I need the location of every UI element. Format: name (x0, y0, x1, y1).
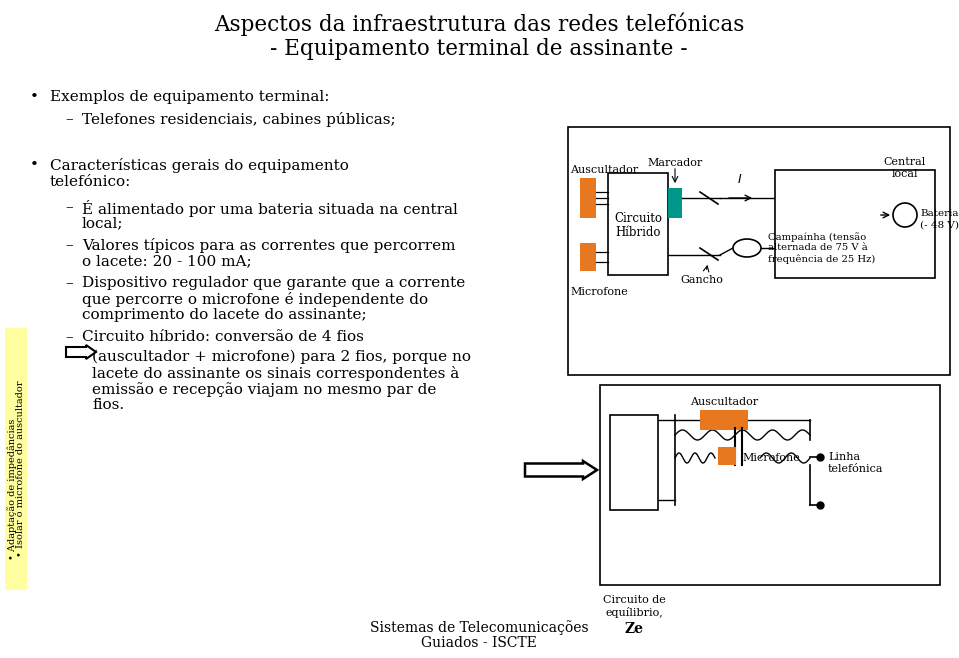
Text: •: • (30, 90, 39, 104)
Text: local;: local; (82, 216, 124, 230)
Text: frequência de 25 Hz): frequência de 25 Hz) (768, 254, 876, 263)
Text: –: – (65, 330, 73, 344)
Bar (600, 385, 940, 585)
Text: alternada de 75 V à: alternada de 75 V à (768, 243, 868, 252)
Circle shape (893, 203, 917, 227)
Text: emissão e recepção viajam no mesmo par de: emissão e recepção viajam no mesmo par d… (92, 382, 436, 397)
Text: Híbrido: Híbrido (616, 226, 661, 240)
Text: Características gerais do equipamento: Características gerais do equipamento (50, 158, 349, 173)
Text: equílibrio,: equílibrio, (605, 607, 663, 618)
Ellipse shape (733, 239, 761, 257)
Text: - Equipamento terminal de assinante -: - Equipamento terminal de assinante - (270, 38, 688, 60)
Text: Telefones residenciais, cabines públicas;: Telefones residenciais, cabines públicas… (82, 112, 396, 127)
Text: Linha: Linha (828, 452, 860, 462)
Text: Valores típicos para as correntes que percorrem: Valores típicos para as correntes que pe… (82, 238, 456, 253)
Bar (5, 328, 27, 590)
Text: que percorre o microfone é independente do: que percorre o microfone é independente … (82, 292, 428, 307)
Bar (608, 173, 668, 275)
Text: Campaínha (tensão: Campaínha (tensão (768, 232, 866, 241)
Text: o lacete: 20 - 100 mA;: o lacete: 20 - 100 mA; (82, 254, 251, 268)
Text: –: – (65, 112, 73, 126)
Bar (718, 447, 736, 465)
Text: Circuito híbrido: conversão de 4 fios: Circuito híbrido: conversão de 4 fios (82, 330, 363, 344)
Text: (auscultador + microfone) para 2 fios, porque no: (auscultador + microfone) para 2 fios, p… (92, 350, 471, 365)
Text: –: – (65, 276, 73, 290)
Bar (668, 188, 682, 218)
Text: Central: Central (884, 157, 926, 167)
FancyArrow shape (66, 345, 96, 359)
Text: Marcador: Marcador (647, 158, 703, 168)
Text: • Isolar o microfone do auscultador: • Isolar o microfone do auscultador (16, 381, 26, 557)
Bar (700, 410, 748, 430)
Text: Aspectos da infraestrutura das redes telefónicas: Aspectos da infraestrutura das redes tel… (214, 12, 744, 36)
Text: lacete do assinante os sinais correspondentes à: lacete do assinante os sinais correspond… (92, 366, 459, 381)
Text: Gancho: Gancho (681, 275, 723, 285)
Text: telefónico:: telefónico: (50, 175, 131, 189)
Bar (568, 127, 950, 375)
Text: Dispositivo regulador que garante que a corrente: Dispositivo regulador que garante que a … (82, 276, 465, 290)
Bar (580, 243, 596, 271)
Text: Ze: Ze (624, 622, 643, 636)
Text: local: local (892, 169, 919, 179)
Text: •: • (30, 158, 39, 172)
Bar (610, 415, 658, 510)
Text: Microfone: Microfone (742, 453, 800, 463)
Text: fios.: fios. (92, 398, 124, 412)
Bar (775, 170, 935, 278)
Text: Bateria: Bateria (920, 209, 958, 218)
Text: É alimentado por uma bateria situada na central: É alimentado por uma bateria situada na … (82, 200, 457, 217)
Text: Microfone: Microfone (570, 287, 628, 297)
Bar (580, 178, 596, 218)
Text: Auscultador: Auscultador (570, 165, 638, 175)
Text: Auscultador: Auscultador (690, 397, 758, 407)
Text: –: – (65, 200, 73, 214)
Text: Sistemas de Telecomunicações: Sistemas de Telecomunicações (369, 620, 588, 635)
Text: (- 48 V): (- 48 V) (920, 221, 959, 230)
Text: Exemplos de equipamento terminal:: Exemplos de equipamento terminal: (50, 90, 330, 104)
Text: Circuito de: Circuito de (602, 595, 666, 605)
Text: • Adaptação de impedâncias: • Adaptação de impedâncias (7, 418, 17, 560)
Text: Circuito: Circuito (614, 213, 662, 226)
Text: –: – (65, 238, 73, 252)
FancyArrow shape (525, 461, 597, 479)
Text: $I$: $I$ (737, 173, 742, 186)
Text: Guiados - ISCTE: Guiados - ISCTE (421, 636, 537, 650)
Text: comprimento do lacete do assinante;: comprimento do lacete do assinante; (82, 308, 366, 322)
Text: telefónica: telefónica (828, 464, 883, 474)
